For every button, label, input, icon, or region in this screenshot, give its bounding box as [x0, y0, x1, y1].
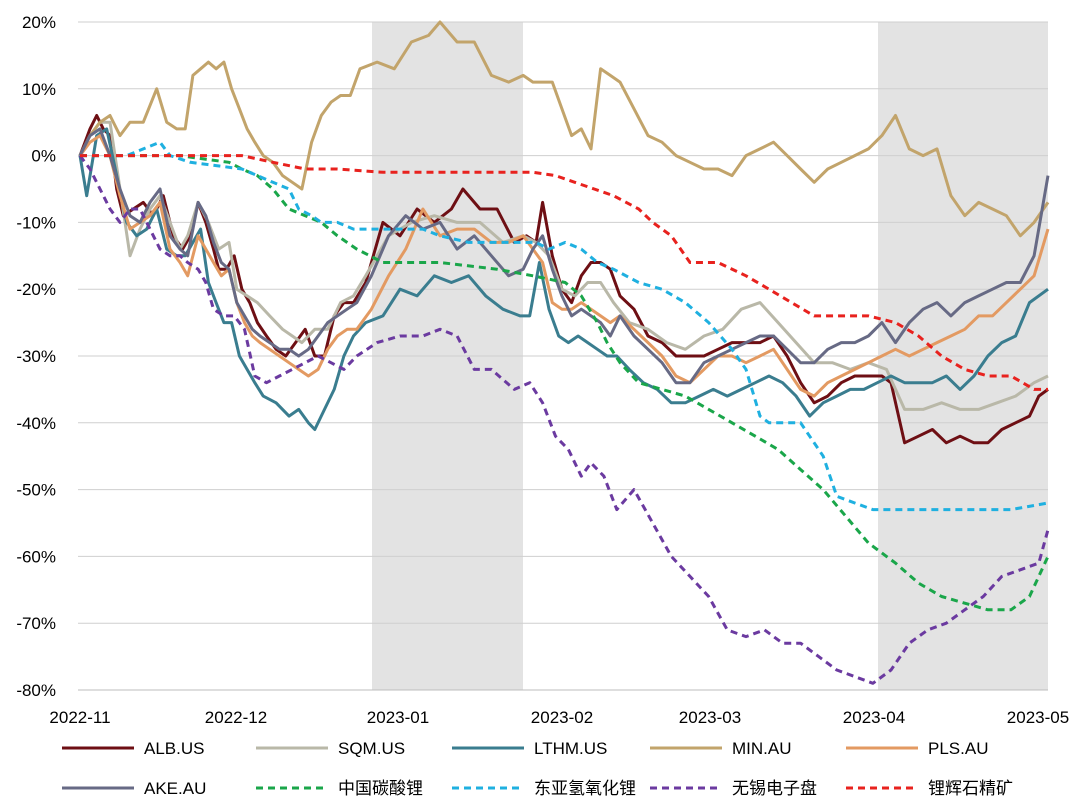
legend-label: 无锡电子盘	[732, 779, 817, 798]
series-line-10	[80, 154, 1048, 391]
y-tick-label: -80%	[16, 681, 56, 700]
legend-item: ALB.US	[62, 739, 204, 758]
legend-item: LTHM.US	[452, 739, 607, 758]
legend-label: 锂辉石精矿	[928, 779, 1013, 798]
legend-label: ALB.US	[144, 739, 204, 758]
x-tick-label: 2022-12	[205, 708, 267, 727]
legend-label: 东亚氢氧化锂	[534, 779, 636, 798]
y-tick-label: 20%	[22, 13, 56, 32]
series-line-6	[78, 127, 1050, 385]
y-tick-label: 10%	[22, 80, 56, 99]
x-tick-label: 2023-04	[843, 708, 905, 727]
legend-label: MIN.AU	[732, 739, 792, 758]
x-axis-tick-labels: 2022-11 2022-12 2023-01 2023-02 2023-03 2023-…	[49, 708, 1069, 727]
x-tick-label: 2022-11	[49, 708, 110, 727]
legend-item: 东亚氢氧化锂	[452, 779, 636, 798]
legend-item: PLS.AU	[846, 739, 988, 758]
series-line-8	[80, 140, 1049, 512]
legend-item: AKE.AU	[62, 779, 206, 798]
y-tick-label: -70%	[16, 614, 56, 633]
series-line-3	[78, 127, 1049, 431]
x-tick-label: 2023-03	[679, 708, 741, 727]
legend-label: 中国碳酸锂	[338, 779, 423, 798]
legend-label: LTHM.US	[534, 739, 607, 758]
legend-item: SQM.US	[256, 739, 405, 758]
series-line-9	[78, 154, 1050, 685]
y-tick-label: -50%	[16, 481, 56, 500]
legend-item: MIN.AU	[650, 739, 792, 758]
y-tick-label: -30%	[16, 347, 56, 366]
x-tick-label: 2023-02	[531, 708, 593, 727]
y-tick-label: -10%	[16, 213, 56, 232]
series-line-2	[78, 120, 1049, 411]
legend: ALB.US SQM.US LTHM.US MIN.AU PLS.AU AKE.AU 中国碳…	[62, 739, 1013, 798]
legend-label: SQM.US	[338, 739, 405, 758]
legend-label: PLS.AU	[928, 739, 988, 758]
series-line-7	[80, 154, 1050, 612]
legend-item: 中国碳酸锂	[256, 779, 423, 798]
legend-item: 锂辉石精矿	[846, 779, 1013, 798]
legend-item: 无锡电子盘	[650, 779, 817, 798]
legend-label: AKE.AU	[144, 779, 206, 798]
series-line-4	[78, 20, 1050, 238]
y-tick-label: 0%	[31, 147, 56, 166]
x-tick-label: 2023-01	[367, 708, 429, 727]
y-tick-label: -40%	[16, 414, 56, 433]
y-axis-tick-labels: 20% 10% 0% -10% -20% -30% -40% -50% -60% -70% -80%	[16, 13, 56, 700]
y-tick-label: -60%	[16, 547, 56, 566]
x-tick-label: 2023-05	[1007, 708, 1069, 727]
y-tick-label: -20%	[16, 280, 56, 299]
series-lines	[78, 20, 1050, 685]
